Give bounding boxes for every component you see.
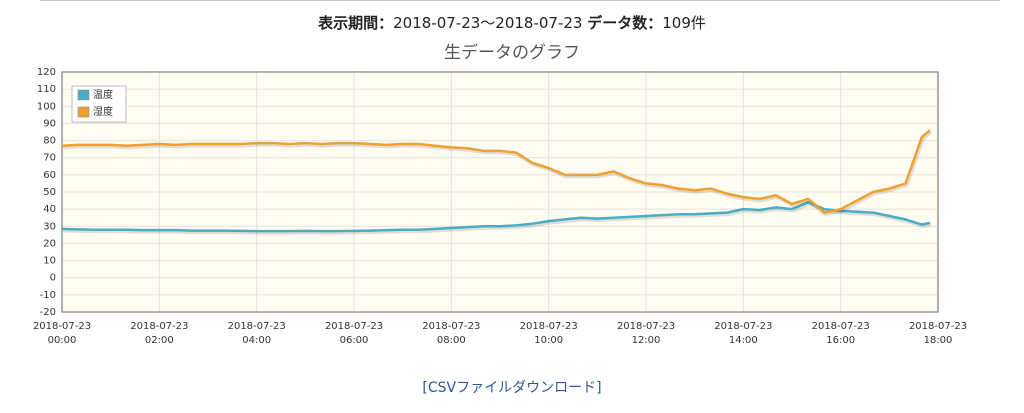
y-tick-label: 50	[43, 187, 56, 198]
plot-border	[61, 71, 939, 313]
y-tick-label: 110	[37, 84, 56, 95]
x-tick-label: 2018-07-23 12:00	[616, 321, 676, 346]
y-tick-label: 40	[43, 204, 56, 215]
csv-download-link[interactable]: [CSVファイルダウンロード]	[422, 380, 602, 396]
y-tick-label: 120	[37, 67, 56, 78]
x-tick-label: 2018-07-23 14:00	[714, 321, 773, 346]
y-tick-label: 80	[43, 136, 56, 147]
chart-title: 生データのグラフ	[444, 43, 580, 63]
x-tick-label: 2018-07-23 06:00	[324, 321, 384, 346]
x-tick-label: 2018-07-23 00:00	[32, 321, 92, 346]
legend-label: 温度	[93, 88, 113, 101]
y-tick-label: 60	[43, 170, 56, 181]
y-tick-label: 0	[50, 273, 56, 284]
top-rule	[40, 0, 1000, 1]
y-tick-label: 90	[43, 118, 56, 129]
period: 2018-07-23〜2018-07-23	[393, 14, 583, 32]
y-tick-label: 10	[43, 256, 56, 267]
y-tick-label: 30	[43, 221, 56, 232]
x-tick-label: 2018-07-23 04:00	[227, 321, 286, 346]
legend-swatch	[77, 106, 90, 118]
y-tick-label: 70	[43, 153, 56, 164]
header: 表示期間：2018-07-23〜2018-07-23 データ数：109件	[0, 12, 1024, 33]
x-tick-label: 2018-07-23 08:00	[422, 321, 481, 346]
legend-swatch	[77, 89, 90, 101]
x-tick-label: 2018-07-23 16:00	[811, 321, 870, 346]
x-tick-label: 2018-07-23 10:00	[519, 321, 578, 346]
x-tick-label: 2018-07-23 18:00	[908, 321, 968, 346]
period-label: 表示期間：	[318, 14, 394, 32]
y-tick-label: -10	[40, 290, 56, 301]
legend-label: 湿度	[93, 105, 113, 118]
y-tick-label: 100	[37, 101, 56, 112]
series-line	[61, 129, 931, 214]
y-tick-label: -20	[40, 307, 56, 318]
count-label: データ数：	[587, 14, 663, 32]
series-line	[61, 201, 931, 233]
count: 109件	[662, 14, 706, 32]
y-tick-label: 20	[43, 238, 56, 249]
line-shadow	[62, 201, 932, 235]
x-tick-label: 2018-07-23 02:00	[130, 321, 189, 346]
line-shadow	[62, 130, 933, 217]
